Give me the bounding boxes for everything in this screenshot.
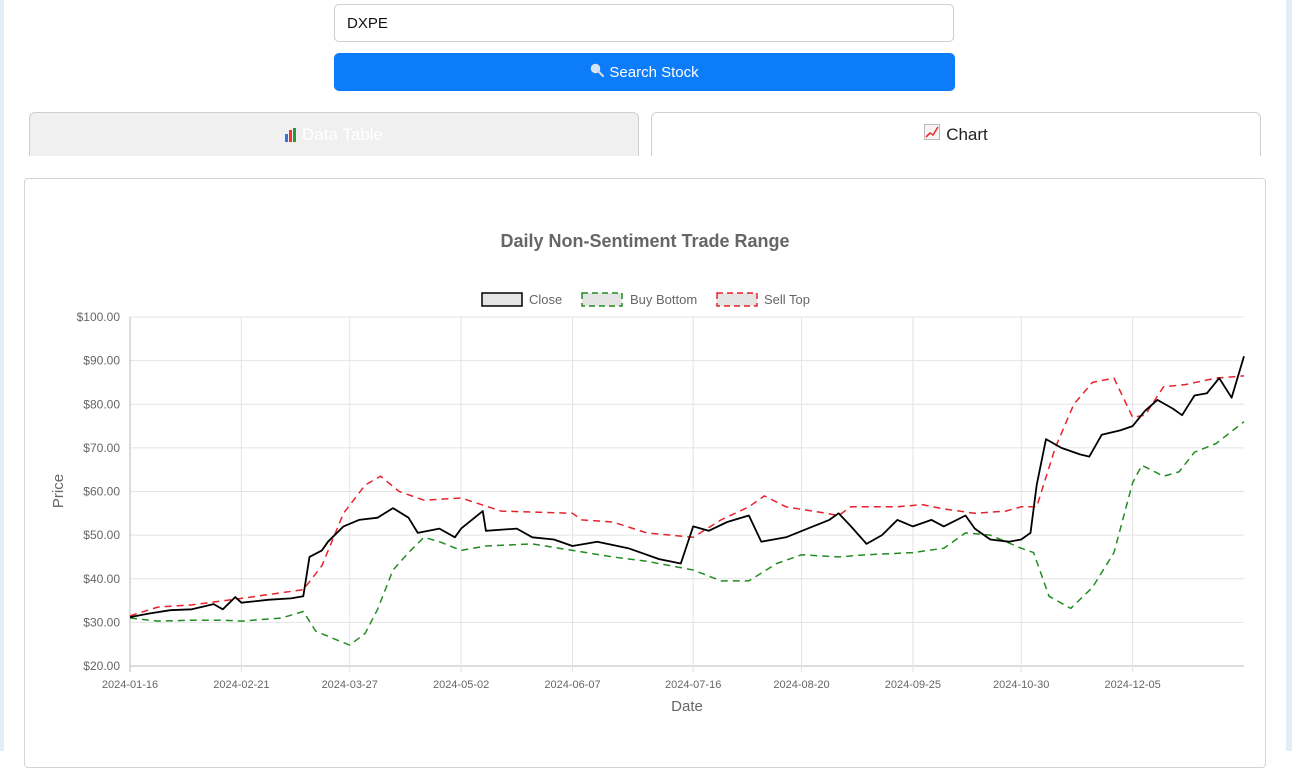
page-edge-right bbox=[1286, 0, 1292, 751]
x-tick-label: 2024-12-05 bbox=[1104, 679, 1160, 691]
search-stock-button[interactable]: Search Stock bbox=[334, 53, 955, 91]
x-tick-label: 2024-08-20 bbox=[773, 679, 829, 691]
x-tick-label: 2024-03-27 bbox=[322, 679, 378, 691]
y-tick-label: $40.00 bbox=[83, 572, 120, 586]
price-chart: Daily Non-Sentiment Trade Range $20.00 $3… bbox=[50, 231, 1245, 715]
x-tick-label: 2024-05-02 bbox=[433, 679, 489, 691]
y-tick-label: $30.00 bbox=[83, 615, 120, 629]
y-tick-label: $60.00 bbox=[83, 485, 120, 499]
x-tick-label: 2024-10-30 bbox=[993, 679, 1049, 691]
x-tick-label: 2024-09-25 bbox=[885, 679, 941, 691]
chart-grid bbox=[129, 316, 1244, 672]
series-line-sell-top bbox=[129, 375, 1245, 617]
page-edge-left bbox=[0, 0, 4, 751]
legend-swatch-sell-top bbox=[716, 292, 758, 307]
x-axis-label: Date bbox=[671, 698, 703, 715]
legend-swatch-close bbox=[481, 292, 523, 307]
y-tick-label: $100.00 bbox=[77, 310, 121, 324]
series-line-close bbox=[129, 356, 1245, 618]
x-tick-label: 2024-07-16 bbox=[665, 679, 721, 691]
y-axis-ticks: $20.00 $30.00 $40.00 $50.00 $60.00 $70.00 $80.… bbox=[77, 310, 121, 673]
legend-label-close: Close bbox=[529, 292, 562, 307]
x-tick-label: 2024-06-07 bbox=[544, 679, 600, 691]
magnifier-icon bbox=[590, 63, 605, 81]
legend-label-buy-bottom: Buy Bottom bbox=[630, 292, 697, 307]
search-button-label: Search Stock bbox=[609, 63, 699, 81]
x-tick-label: 2024-01-16 bbox=[102, 679, 158, 691]
chart-title: Daily Non-Sentiment Trade Range bbox=[500, 231, 789, 251]
y-tick-label: $90.00 bbox=[83, 354, 120, 368]
tab-data-table[interactable]: Data Table bbox=[29, 112, 639, 156]
chart-series-lines bbox=[129, 356, 1245, 646]
y-tick-label: $70.00 bbox=[83, 441, 120, 455]
line-chart-icon bbox=[924, 124, 941, 145]
tab-chart-label: Chart bbox=[946, 124, 988, 144]
y-tick-label: $20.00 bbox=[83, 659, 120, 673]
tab-chart[interactable]: Chart bbox=[651, 112, 1261, 156]
y-axis-label: Price bbox=[50, 474, 67, 508]
legend-swatch-buy-bottom bbox=[581, 292, 623, 307]
y-tick-label: $50.00 bbox=[83, 528, 120, 542]
legend-label-sell-top: Sell Top bbox=[764, 292, 810, 307]
chart-legend: Close Buy Bottom Sell Top bbox=[481, 292, 810, 307]
chart-panel bbox=[24, 178, 1266, 768]
search-input[interactable] bbox=[334, 4, 954, 42]
y-tick-label: $80.00 bbox=[83, 397, 120, 411]
bar-chart-icon bbox=[285, 127, 297, 142]
x-tick-label: 2024-02-21 bbox=[213, 679, 269, 691]
x-axis-ticks: 2024-01-16 2024-02-21 2024-03-27 2024-05-02… bbox=[102, 679, 1161, 691]
series-line-buy-bottom bbox=[129, 421, 1245, 646]
tab-data-table-label: Data Table bbox=[302, 124, 383, 144]
